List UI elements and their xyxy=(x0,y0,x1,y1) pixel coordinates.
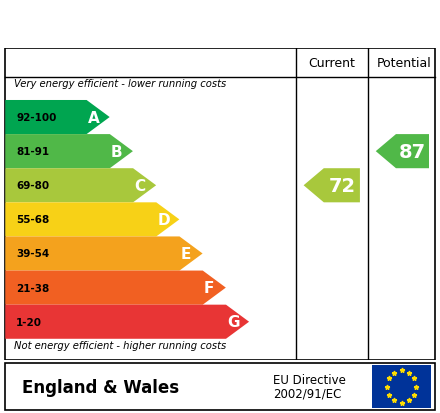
Text: England & Wales: England & Wales xyxy=(22,377,179,396)
Text: 81-91: 81-91 xyxy=(16,147,49,157)
Text: Very energy efficient - lower running costs: Very energy efficient - lower running co… xyxy=(14,79,226,89)
Text: C: C xyxy=(134,178,145,193)
Polygon shape xyxy=(5,305,249,339)
Text: 2002/91/EC: 2002/91/EC xyxy=(273,387,341,400)
Text: Current: Current xyxy=(308,57,355,69)
Text: 39-54: 39-54 xyxy=(16,249,50,259)
Text: B: B xyxy=(111,144,123,159)
Text: 72: 72 xyxy=(328,176,356,195)
Text: 92-100: 92-100 xyxy=(16,113,57,123)
Text: E: E xyxy=(181,247,191,261)
Text: Potential: Potential xyxy=(377,57,431,69)
Text: 69-80: 69-80 xyxy=(16,181,49,191)
Text: A: A xyxy=(88,110,99,125)
Polygon shape xyxy=(5,101,110,135)
Text: G: G xyxy=(227,314,240,330)
Bar xyxy=(372,366,431,408)
Polygon shape xyxy=(376,135,429,169)
Polygon shape xyxy=(5,271,226,305)
Text: Not energy efficient - higher running costs: Not energy efficient - higher running co… xyxy=(14,340,226,351)
Polygon shape xyxy=(304,169,360,203)
Polygon shape xyxy=(5,135,133,169)
Bar xyxy=(5,363,435,410)
Polygon shape xyxy=(5,169,156,203)
Text: 21-38: 21-38 xyxy=(16,283,50,293)
Text: D: D xyxy=(158,212,170,227)
Text: 55-68: 55-68 xyxy=(16,215,50,225)
Text: 1-20: 1-20 xyxy=(16,317,42,327)
Text: F: F xyxy=(204,280,214,295)
Text: 87: 87 xyxy=(399,142,426,161)
Text: Energy Efficiency Rating: Energy Efficiency Rating xyxy=(13,14,301,34)
Text: EU Directive: EU Directive xyxy=(273,373,346,386)
Polygon shape xyxy=(5,203,180,237)
Polygon shape xyxy=(5,237,202,271)
